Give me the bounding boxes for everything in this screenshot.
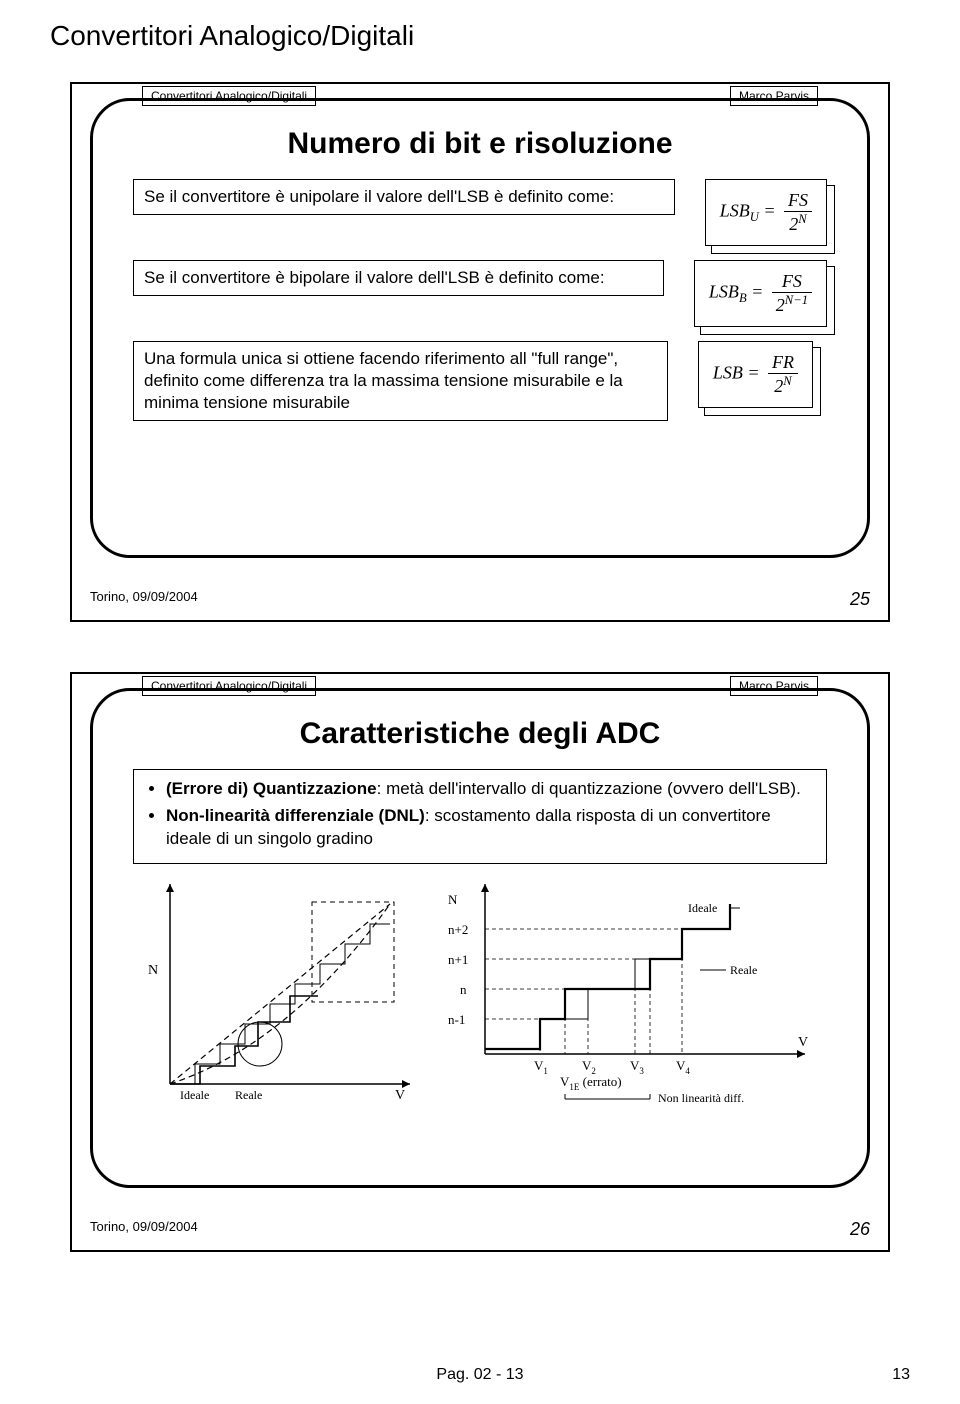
svg-text:Non linearità diff.: Non linearità diff. bbox=[658, 1091, 744, 1104]
diagram-area: N Ideale Reale V N n+2 n+1 n bbox=[133, 874, 827, 1104]
slide-1: Convertitori Analogico/Digitali Marco Pa… bbox=[70, 82, 890, 622]
label-reale: Reale bbox=[235, 1088, 262, 1102]
diagram-right: N n+2 n+1 n n-1 bbox=[430, 874, 820, 1104]
svg-text:V1: V1 bbox=[534, 1058, 548, 1076]
formula-unipolar: LSBU = FS 2N bbox=[705, 179, 827, 246]
row-3: Una formula unica si ottiene facendo rif… bbox=[133, 341, 827, 421]
svg-text:n-1: n-1 bbox=[448, 1012, 465, 1027]
footer-date: Torino, 09/09/2004 bbox=[90, 589, 198, 610]
svg-text:n+1: n+1 bbox=[448, 952, 468, 967]
svg-text:n: n bbox=[460, 982, 467, 997]
row-2: Se il convertitore è bipolare il valore … bbox=[133, 260, 827, 327]
bullet-box: (Errore di) Quantizzazione: metà dell'in… bbox=[133, 769, 827, 864]
slide-2: Convertitori Analogico/Digitali Marco Pa… bbox=[70, 672, 890, 1252]
slide-footer: Torino, 09/09/2004 26 bbox=[90, 1219, 870, 1240]
label-ideale: Ideale bbox=[180, 1088, 209, 1102]
formula-lhs: LSB bbox=[720, 201, 750, 221]
slide-inner: Caratteristiche degli ADC (Errore di) Qu… bbox=[90, 688, 870, 1188]
svg-text:V3: V3 bbox=[630, 1058, 644, 1076]
svg-text:V4: V4 bbox=[676, 1058, 690, 1076]
svg-text:V: V bbox=[798, 1035, 808, 1050]
slide-page-num: 26 bbox=[850, 1219, 870, 1240]
svg-text:n+2: n+2 bbox=[448, 922, 468, 937]
text-box-unipolar: Se il convertitore è unipolare il valore… bbox=[133, 179, 675, 215]
svg-text:N: N bbox=[448, 892, 458, 907]
svg-text:V1E (errato): V1E (errato) bbox=[560, 1074, 622, 1092]
slide-page-num: 25 bbox=[850, 589, 870, 610]
diagram-left: N Ideale Reale V bbox=[140, 874, 420, 1104]
svg-text:Reale: Reale bbox=[730, 963, 757, 977]
footer-date: Torino, 09/09/2004 bbox=[90, 1219, 198, 1240]
label-V: V bbox=[395, 1088, 405, 1103]
text-box-bipolar: Se il convertitore è bipolare il valore … bbox=[133, 260, 664, 296]
text-box-fullrange: Una formula unica si ottiene facendo rif… bbox=[133, 341, 668, 421]
formula-bipolar: LSBB = FS 2N−1 bbox=[694, 260, 827, 327]
label-N: N bbox=[148, 963, 158, 978]
bullet-quantization: (Errore di) Quantizzazione: metà dell'in… bbox=[166, 778, 812, 801]
slide-inner: Numero di bit e risoluzione Se il conver… bbox=[90, 98, 870, 558]
slide-footer: Torino, 09/09/2004 25 bbox=[90, 589, 870, 610]
slide-title: Caratteristiche degli ADC bbox=[133, 717, 827, 751]
bullet-dnl: Non-linearità differenziale (DNL): scost… bbox=[166, 805, 812, 851]
page-number-side: 13 bbox=[892, 1366, 910, 1384]
row-1: Se il convertitore è unipolare il valore… bbox=[133, 179, 827, 246]
page-heading: Convertitori Analogico/Digitali bbox=[50, 20, 910, 52]
svg-text:Ideale: Ideale bbox=[688, 901, 717, 915]
formula-fullrange: LSB = FR 2N bbox=[698, 341, 813, 408]
slide-title: Numero di bit e risoluzione bbox=[133, 127, 827, 161]
page-footer: Pag. 02 - 13 bbox=[0, 1366, 960, 1384]
